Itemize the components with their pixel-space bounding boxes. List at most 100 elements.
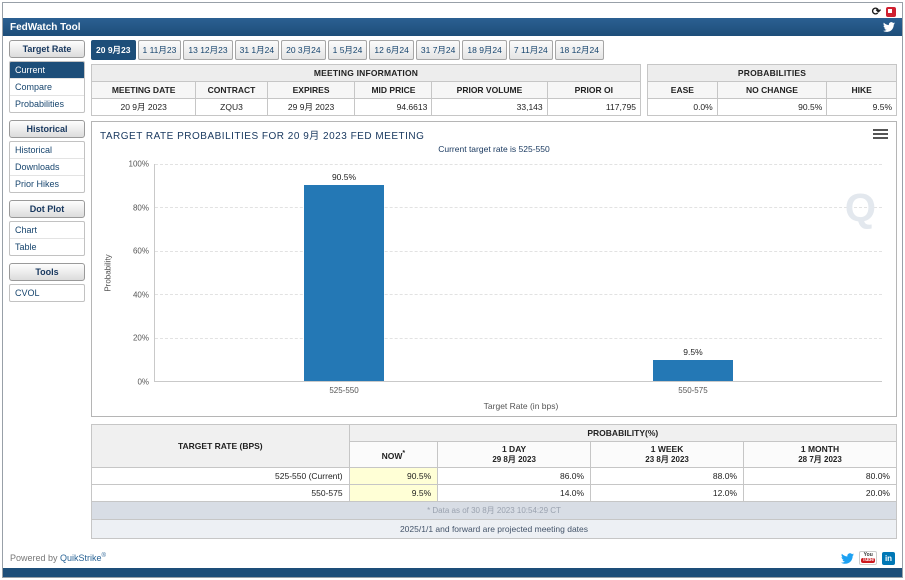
tab-meeting-10[interactable]: 7 11月24	[509, 40, 553, 60]
bar-value-label: 9.5%	[653, 347, 733, 357]
chart-panel: TARGET RATE PROBABILITIES FOR 20 9月 2023…	[91, 121, 897, 417]
no-change-value: 90.5%	[717, 99, 827, 116]
quikstrike-link[interactable]: QuikStrike	[60, 553, 102, 563]
x-tick-525-550: 525-550	[329, 386, 358, 395]
tab-meeting-01[interactable]: 20 9月23	[91, 40, 136, 60]
chart-body: Probability 100% 80% 60% 40% 20% 0%	[100, 164, 882, 382]
day-cell: 14.0%	[438, 485, 591, 502]
col-header-meeting-date: MEETING DATE	[92, 82, 196, 99]
alert-icon[interactable]	[886, 7, 896, 17]
col-header-now: NOW*	[349, 442, 438, 468]
y-tick: 100%	[129, 160, 149, 169]
sidebar-item-historical[interactable]: Historical	[10, 142, 84, 159]
footer: Powered by QuikStrike® You Tube in	[10, 551, 895, 565]
gridline	[155, 251, 882, 252]
target-rate-cell: 550-575	[92, 485, 350, 502]
probabilities-title: PROBABILITIES	[648, 65, 897, 82]
bar-slot-525-550: 90.5% 525-550	[304, 164, 384, 381]
gridline	[155, 294, 882, 295]
col-header-hike: HIKE	[827, 82, 897, 99]
probability-detail-table: TARGET RATE (BPS) PROBABILITY(%) NOW* 1 …	[91, 424, 897, 502]
meeting-date-tabs: 20 9月23 1 11月23 13 12月23 31 1月24 20 3月24…	[91, 40, 897, 60]
tab-meeting-11[interactable]: 18 12月24	[555, 40, 604, 60]
meeting-information-title: MEETING INFORMATION	[92, 65, 641, 82]
sidebar-section-dot-plot[interactable]: Dot Plot	[9, 200, 85, 218]
sidebar-item-table[interactable]: Table	[10, 239, 84, 255]
chart-menu-icon[interactable]	[873, 127, 888, 141]
sidebar-item-downloads[interactable]: Downloads	[10, 159, 84, 176]
top-strip: ⟳	[3, 3, 902, 18]
title-bar: FedWatch Tool	[3, 18, 902, 36]
tab-meeting-02[interactable]: 1 11月23	[138, 40, 182, 60]
sidebar-item-prior-hikes[interactable]: Prior Hikes	[10, 176, 84, 192]
y-tick: 40%	[133, 290, 149, 299]
gridline	[155, 338, 882, 339]
tab-meeting-07[interactable]: 12 6月24	[369, 40, 414, 60]
sidebar-group-tools: CVOL	[9, 284, 85, 302]
day-cell: 86.0%	[438, 468, 591, 485]
tab-meeting-03[interactable]: 13 12月23	[183, 40, 232, 60]
registered-mark: ®	[102, 553, 106, 559]
now-cell: 90.5%	[349, 468, 438, 485]
col-header-1-week: 1 WEEK23 8月 2023	[591, 442, 744, 468]
sidebar-group-dot-plot: Chart Table	[9, 221, 85, 256]
ease-value: 0.0%	[648, 99, 718, 116]
tab-meeting-06[interactable]: 1 5月24	[328, 40, 368, 60]
chart-title: TARGET RATE PROBABILITIES FOR 20 9月 2023…	[100, 127, 424, 142]
chart-bar-550-575[interactable]	[653, 360, 733, 381]
y-axis: Probability 100% 80% 60% 40% 20% 0%	[100, 164, 154, 382]
app-title: FedWatch Tool	[10, 22, 81, 33]
probability-group-header: PROBABILITY(%)	[349, 425, 896, 442]
powered-by: Powered by QuikStrike®	[10, 553, 106, 563]
sidebar-item-probabilities[interactable]: Probabilities	[10, 96, 84, 112]
bottom-bar	[3, 568, 902, 577]
y-tick: 20%	[133, 334, 149, 343]
mid-price-value: 94.6613	[355, 99, 432, 116]
data-as-of-footnote: * Data as of 30 8月 2023 10:54:29 CT	[91, 502, 897, 520]
projected-dates-note: 2025/1/1 and forward are projected meeti…	[91, 520, 897, 539]
linkedin-icon[interactable]: in	[882, 552, 895, 565]
month-cell: 20.0%	[744, 485, 897, 502]
powered-by-text: Powered by	[10, 553, 60, 563]
tab-meeting-08[interactable]: 31 7月24	[416, 40, 461, 60]
hike-value: 9.5%	[827, 99, 897, 116]
info-row: MEETING INFORMATION MEETING DATE CONTRAC…	[91, 64, 897, 116]
expires-value: 29 9月 2023	[267, 99, 355, 116]
youtube-icon[interactable]: You Tube	[859, 551, 877, 565]
refresh-icon[interactable]: ⟳	[872, 7, 881, 17]
tab-meeting-09[interactable]: 18 9月24	[462, 40, 507, 60]
contract-value: ZQU3	[196, 99, 267, 116]
col-header-mid-price: MID PRICE	[355, 82, 432, 99]
twitter-icon[interactable]	[883, 21, 895, 33]
sidebar-section-target-rate[interactable]: Target Rate	[9, 40, 85, 58]
main-panel: 20 9月23 1 11月23 13 12月23 31 1月24 20 3月24…	[91, 40, 897, 539]
probabilities-summary-table: PROBABILITIES EASE NO CHANGE HIKE 0.0% 9…	[647, 64, 897, 116]
prior-volume-value: 33,143	[432, 99, 547, 116]
now-cell: 9.5%	[349, 485, 438, 502]
chart-plot-area: 90.5% 525-550 9.5% 550-575 Q	[154, 164, 882, 382]
meeting-date-value: 20 9月 2023	[92, 99, 196, 116]
tab-meeting-04[interactable]: 31 1月24	[235, 40, 280, 60]
y-tick: 60%	[133, 247, 149, 256]
y-tick: 80%	[133, 203, 149, 212]
gridline	[155, 207, 882, 208]
chart-bar-525-550[interactable]	[304, 185, 384, 381]
col-header-prior-volume: PRIOR VOLUME	[432, 82, 547, 99]
table-row-525-550: 525-550 (Current) 90.5% 86.0% 88.0% 80.0…	[92, 468, 897, 485]
y-tick: 0%	[137, 378, 149, 387]
sidebar-section-tools[interactable]: Tools	[9, 263, 85, 281]
chart-subtitle: Current target rate is 525-550	[100, 144, 888, 154]
target-rate-cell: 525-550 (Current)	[92, 468, 350, 485]
sidebar-section-historical[interactable]: Historical	[9, 120, 85, 138]
col-header-expires: EXPIRES	[267, 82, 355, 99]
x-axis-label: Target Rate (in bps)	[154, 401, 888, 411]
tab-meeting-05[interactable]: 20 3月24	[281, 40, 326, 60]
sidebar-item-compare[interactable]: Compare	[10, 79, 84, 96]
sidebar-item-current[interactable]: Current	[10, 62, 84, 79]
twitter-icon[interactable]	[841, 552, 854, 565]
sidebar-item-chart[interactable]: Chart	[10, 222, 84, 239]
col-header-prior-oi: PRIOR OI	[547, 82, 640, 99]
x-tick-550-575: 550-575	[678, 386, 707, 395]
sidebar-item-cvol[interactable]: CVOL	[10, 285, 84, 301]
fedwatch-app-frame: ⟳ FedWatch Tool Target Rate Current Comp…	[2, 2, 903, 578]
